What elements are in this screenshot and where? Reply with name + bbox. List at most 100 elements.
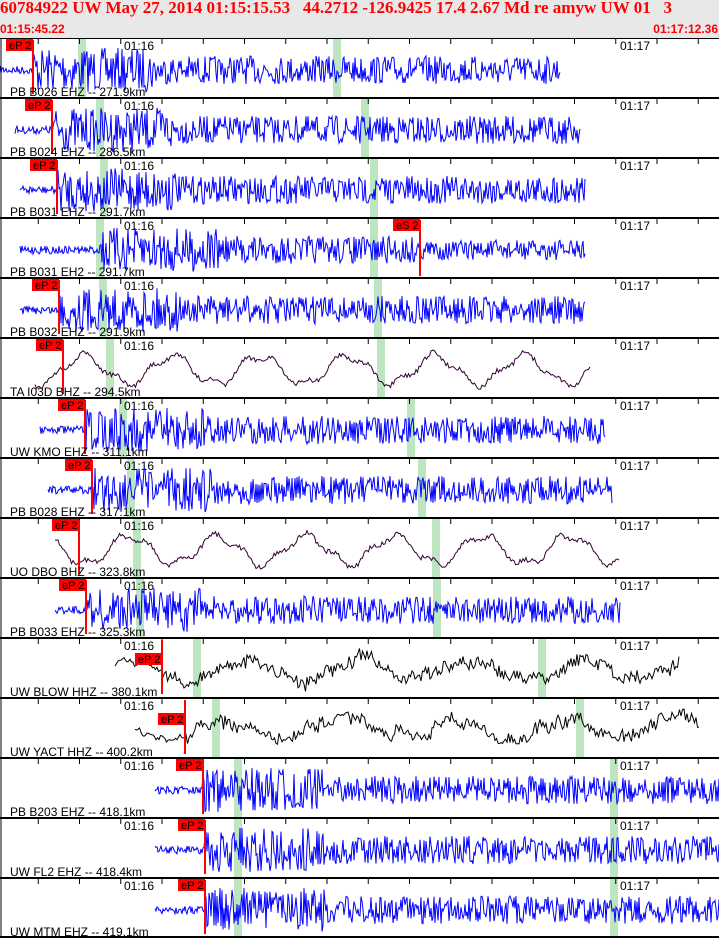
station-label: UW MTM EHZ -- 419.1km [10, 925, 149, 938]
station-label: UW YACT HHZ -- 400.2km [10, 745, 153, 759]
phase-pick-flag [59, 579, 86, 591]
trace-panel[interactable]: 01:16 01:17 eP 2 PB B033 EHZ -- 325.3km [0, 577, 719, 639]
theoretical-arrival-marker [333, 38, 341, 98]
phase-pick-flag [178, 819, 205, 831]
theoretical-arrival-marker [370, 158, 378, 218]
trace-panel[interactable]: 01:16 01:17 eP 2 PB B032 EHZ -- 291.9km [0, 277, 719, 339]
trace-panel[interactable]: 01:16 01:17 eP 2 PB B026 EHZ -- 271.9km [0, 38, 719, 99]
phase-pick-flag [158, 713, 185, 725]
phase-pick-label: eP 2 [61, 400, 83, 412]
waveform [0, 47, 561, 94]
time-label: 01:17 [620, 579, 650, 593]
phase-pick-label: eP 2 [181, 880, 203, 892]
phase-pick-flag [30, 159, 57, 171]
time-label: 01:17 [620, 39, 650, 53]
time-label: 01:16 [124, 699, 154, 713]
trace-panel[interactable]: 01:16 01:17 eP 2 UW KMO EHZ -- 311.1km [0, 397, 719, 459]
theoretical-arrival-marker [212, 698, 220, 758]
station-label: PB B024 EHZ -- 286.5km [10, 145, 145, 159]
phase-pick-flag [25, 99, 52, 111]
phase-pick-label: eP 2 [33, 160, 55, 172]
phase-pick-label: eP 2 [138, 654, 160, 666]
trace-panel[interactable]: 01:16 01:17 eP 2 PB B028 EHZ -- 317.1km [0, 457, 719, 519]
theoretical-arrival-marker [610, 878, 618, 938]
station-label: UW KMO EHZ -- 311.1km [10, 445, 148, 459]
trace-panel[interactable]: 01:16 01:17 eP 2 UW YACT HHZ -- 400.2km [0, 697, 719, 759]
waveform [14, 107, 581, 153]
time-label: 01:17 [620, 339, 650, 353]
event-title: 60784922 UW May 27, 2014 01:15:15.53 44.… [0, 0, 672, 17]
time-label: 01:16 [124, 639, 154, 653]
phase-pick-label: eP 2 [9, 40, 31, 52]
theoretical-arrival-marker [576, 698, 584, 758]
station-label: PB B033 EHZ -- 325.3km [10, 625, 145, 639]
waveform [134, 708, 699, 745]
trace-panel[interactable]: 01:16 01:17 eS 2 PB B031 EH2 -- 291.7km [0, 217, 719, 279]
window-start-time: 01:15:45.22 [0, 22, 65, 36]
time-label: 01:16 [124, 219, 154, 233]
time-label: 01:16 [124, 579, 154, 593]
time-label: 01:16 [124, 519, 154, 533]
phase-pick-flag [52, 519, 79, 531]
theoretical-arrival-marker [377, 338, 385, 398]
phase-pick-label: eP 2 [39, 340, 61, 352]
theoretical-arrival-marker [99, 278, 107, 338]
waveform [154, 827, 719, 872]
trace-panel[interactable]: 01:16 01:17 eP 2 UW MTM EHZ -- 419.1km [0, 877, 719, 938]
station-label: UO DBO BHZ -- 323.8km [10, 565, 145, 579]
waveform [34, 349, 591, 390]
waveform [54, 587, 621, 632]
time-label: 01:17 [620, 219, 650, 233]
phase-pick-label: eP 2 [55, 520, 77, 532]
waveform [19, 168, 586, 212]
phase-pick-flag [178, 879, 205, 891]
station-label: PB B032 EHZ -- 291.9km [10, 325, 145, 339]
theoretical-arrival-marker [374, 278, 382, 338]
waveform [114, 648, 680, 692]
trace-panel[interactable]: 01:16 01:17 eP 2 UW BLOW HHZ -- 380.1km [0, 637, 719, 699]
waveform [54, 529, 620, 570]
theoretical-arrival-marker [193, 638, 201, 698]
phase-pick-flag [393, 219, 420, 231]
phase-pick-label: eP 2 [181, 820, 203, 832]
waveform [154, 888, 719, 932]
theoretical-arrival-marker [133, 518, 141, 578]
time-label: 01:17 [620, 99, 650, 113]
station-label: PB B026 EHZ -- 271.9km [10, 85, 145, 99]
station-label: PB B031 EH2 -- 291.7km [10, 265, 145, 279]
trace-panel[interactable]: 01:16 01:17 eP 2 TA I03D BHZ -- 294.5km [0, 337, 719, 399]
time-label: 01:17 [620, 519, 650, 533]
station-label: PB B203 EHZ -- 418.1km [10, 805, 145, 819]
theoretical-arrival-marker [234, 878, 242, 938]
time-label: 01:17 [620, 759, 650, 773]
trace-panel[interactable]: 01:16 01:17 eP 2 UW FL2 EHZ -- 418.4km [0, 817, 719, 879]
station-label: UW FL2 EHZ -- 418.4km [10, 865, 142, 879]
time-label: 01:16 [124, 339, 154, 353]
theoretical-arrival-marker [106, 338, 114, 398]
phase-pick-label: eP 2 [62, 580, 84, 592]
trace-panel[interactable]: 01:16 01:17 eP 2 PB B031 EHZ -- 291.7km [0, 157, 719, 219]
time-label: 01:17 [620, 399, 650, 413]
time-label: 01:16 [124, 879, 154, 893]
phase-pick-flag [32, 279, 59, 291]
waveform [19, 227, 586, 272]
theoretical-arrival-marker [234, 818, 242, 878]
station-label: UW BLOW HHZ -- 380.1km [10, 685, 157, 699]
phase-pick-label: eP 2 [28, 100, 50, 112]
trace-panel[interactable]: 01:16 01:17 eP 2 PB B203 EHZ -- 418.1km [0, 757, 719, 819]
waveform [39, 407, 606, 453]
trace-panel[interactable]: 01:16 01:17 eP 2 PB B024 EHZ -- 286.5km [0, 97, 719, 159]
time-label: 01:16 [124, 279, 154, 293]
time-label: 01:17 [620, 639, 650, 653]
time-label: 01:16 [124, 39, 154, 53]
trace-panel[interactable]: 01:16 01:17 eP 2 UO DBO BHZ -- 323.8km [0, 517, 719, 579]
theoretical-arrival-marker [610, 818, 618, 878]
time-label: 01:16 [124, 159, 154, 173]
phase-pick-flag [6, 39, 33, 51]
waveform [154, 768, 719, 813]
time-label: 01:17 [620, 459, 650, 473]
phase-pick-flag [58, 399, 85, 411]
phase-pick-flag [135, 653, 162, 665]
phase-pick-label: eP 2 [68, 460, 90, 472]
